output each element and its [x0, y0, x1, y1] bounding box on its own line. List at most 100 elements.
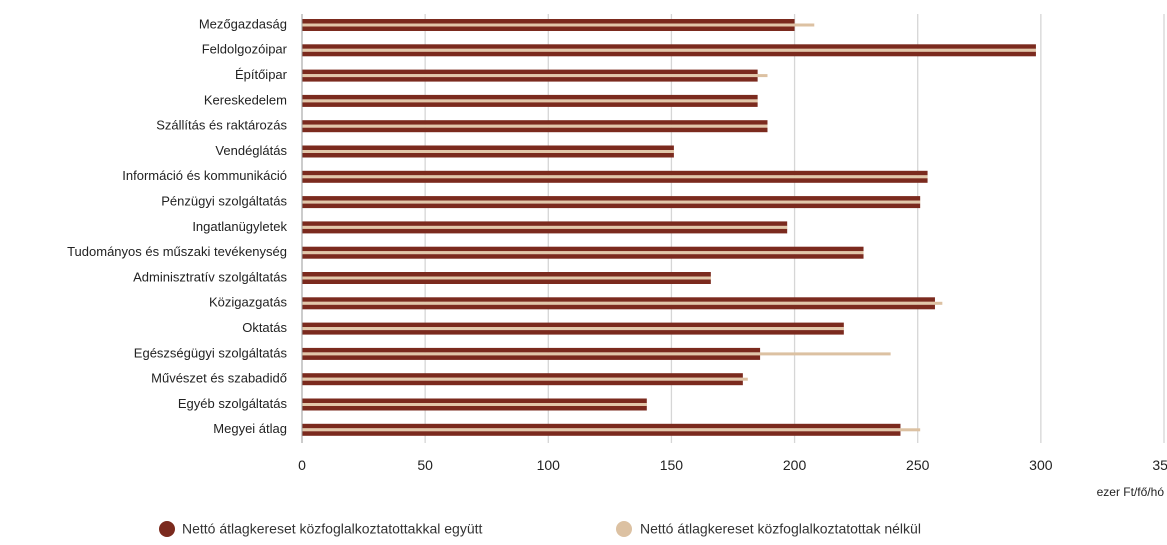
- x-tick-label: 0: [298, 457, 306, 473]
- x-tick-label: 100: [537, 457, 561, 473]
- bar-with-public-workers-bottom-part: [302, 380, 743, 386]
- legend: Nettó átlagkereset közfoglalkoztatottakk…: [159, 521, 921, 537]
- bar-with-public-workers[interactable]: [302, 322, 844, 335]
- x-tick-label: 350: [1152, 457, 1167, 473]
- category-label: Feldolgozóipar: [202, 42, 288, 57]
- bar-with-public-workers-top-part: [302, 221, 788, 226]
- bar-with-public-workers-top-part: [302, 272, 711, 277]
- category-label: Egészségügyi szolgáltatás: [134, 345, 288, 360]
- legend-item-series-1[interactable]: Nettó átlagkereset közfoglalkoztatottakk…: [159, 521, 483, 537]
- bar-with-public-workers[interactable]: [302, 373, 743, 386]
- bar-with-public-workers-top-part: [302, 94, 758, 100]
- bar-with-public-workers[interactable]: [302, 272, 711, 284]
- x-tick-label: 200: [783, 457, 807, 473]
- bar-with-public-workers-center-stripe: [302, 200, 921, 204]
- bar-with-public-workers-bottom-part: [302, 330, 844, 335]
- x-tick-labels: 0 50 100 150 200 250 300 350: [298, 457, 1167, 473]
- bar-with-public-workers[interactable]: [302, 19, 795, 31]
- x-axis-unit-label: ezer Ft/fő/hó: [1097, 485, 1165, 499]
- legend-label-series-2: Nettó átlagkereset közfoglalkoztatottak …: [640, 521, 921, 537]
- x-tick-label: 300: [1029, 457, 1053, 473]
- bar-with-public-workers-center-stripe: [302, 276, 711, 280]
- bar-with-public-workers-center-stripe: [302, 428, 901, 432]
- category-label: Mezőgazdaság: [199, 16, 287, 31]
- bar-with-public-workers-bottom-part: [302, 77, 758, 82]
- bar-with-public-workers[interactable]: [302, 170, 928, 183]
- bar-with-public-workers-bottom-part: [302, 355, 761, 360]
- category-label: Művészet és szabadidő: [151, 371, 287, 386]
- bar-with-public-workers-center-stripe: [302, 74, 758, 78]
- category-label: Információ és kommunikáció: [122, 168, 287, 183]
- bar-with-public-workers[interactable]: [302, 69, 758, 82]
- x-tick-label: 250: [906, 457, 930, 473]
- bar-with-public-workers[interactable]: [302, 398, 647, 411]
- category-label: Adminisztratív szolgáltatás: [133, 269, 287, 284]
- bar-with-public-workers-bottom-part: [302, 26, 795, 31]
- bar-with-public-workers-top-part: [302, 170, 928, 176]
- bar-with-public-workers[interactable]: [302, 423, 901, 436]
- legend-item-series-2[interactable]: Nettó átlagkereset közfoglalkoztatottak …: [616, 521, 921, 537]
- bar-with-public-workers-bottom-part: [302, 127, 768, 133]
- bar-with-public-workers-bottom-part: [302, 203, 921, 209]
- bar-with-public-workers[interactable]: [302, 221, 788, 234]
- x-tick-label: 50: [417, 457, 433, 473]
- bar-with-public-workers-bottom-part: [302, 304, 935, 310]
- bar-with-public-workers-bottom-part: [302, 228, 788, 234]
- bar-with-public-workers-center-stripe: [302, 403, 647, 406]
- bar-with-public-workers-top-part: [302, 398, 647, 403]
- bar-with-public-workers[interactable]: [302, 44, 1036, 57]
- bar-with-public-workers-top-part: [302, 423, 901, 429]
- bar-with-public-workers-center-stripe: [302, 225, 788, 229]
- bar-with-public-workers[interactable]: [302, 246, 864, 259]
- bar-with-public-workers-bottom-part: [302, 406, 647, 411]
- bar-with-public-workers-top-part: [302, 246, 864, 252]
- bar-with-public-workers-top-part: [302, 196, 921, 201]
- bar-with-public-workers-bottom-part: [302, 254, 864, 259]
- bar-with-public-workers-center-stripe: [302, 124, 768, 128]
- bar-with-public-workers-top-part: [302, 297, 935, 302]
- legend-marker-series-1: [159, 521, 175, 537]
- bar-with-public-workers-bottom-part: [302, 431, 901, 436]
- bar-with-public-workers-center-stripe: [302, 99, 758, 103]
- bar-with-public-workers-top-part: [302, 19, 795, 24]
- bar-with-public-workers-top-part: [302, 347, 761, 353]
- bar-with-public-workers-top-part: [302, 69, 758, 75]
- bar-with-public-workers[interactable]: [302, 94, 758, 107]
- bar-with-public-workers-center-stripe: [302, 377, 743, 381]
- category-label: Kereskedelem: [204, 92, 287, 107]
- category-label: Vendéglátás: [215, 143, 287, 158]
- category-label: Pénzügyi szolgáltatás: [161, 194, 287, 209]
- bar-with-public-workers-center-stripe: [302, 327, 844, 331]
- bar-with-public-workers-bottom-part: [302, 153, 674, 158]
- bar-with-public-workers-center-stripe: [302, 251, 864, 255]
- bar-with-public-workers-top-part: [302, 145, 674, 150]
- category-label: Közigazgatás: [209, 295, 288, 310]
- bar-with-public-workers-bottom-part: [302, 51, 1036, 57]
- category-label: Ingatlanügyletek: [192, 219, 287, 234]
- bar-with-public-workers-center-stripe: [302, 150, 674, 153]
- bar-with-public-workers-top-part: [302, 373, 743, 378]
- bar-with-public-workers-top-part: [302, 322, 844, 328]
- bars-layer: [302, 19, 1036, 436]
- category-label: Oktatás: [242, 320, 287, 335]
- bar-with-public-workers[interactable]: [302, 297, 935, 310]
- category-label: Szállítás és raktározás: [156, 118, 287, 133]
- bar-with-public-workers[interactable]: [302, 145, 674, 158]
- legend-label-series-1: Nettó átlagkereset közfoglalkoztatottakk…: [182, 521, 483, 537]
- bar-with-public-workers-center-stripe: [302, 352, 761, 356]
- bar-with-public-workers[interactable]: [302, 347, 761, 360]
- bar-with-public-workers-top-part: [302, 44, 1036, 49]
- bar-with-public-workers-bottom-part: [302, 178, 928, 183]
- bar-with-public-workers-center-stripe: [302, 23, 795, 27]
- bar-with-public-workers-center-stripe: [302, 48, 1036, 52]
- category-label: Tudományos és műszaki tevékenység: [67, 244, 287, 259]
- bar-with-public-workers[interactable]: [302, 120, 768, 133]
- category-labels: Mezőgazdaság Feldolgozóipar Építőipar Keres…: [67, 16, 288, 436]
- bar-with-public-workers-center-stripe: [302, 175, 928, 179]
- bar-with-public-workers[interactable]: [302, 196, 921, 209]
- category-label: Egyéb szolgáltatás: [178, 396, 288, 411]
- bar-with-public-workers-bottom-part: [302, 279, 711, 284]
- category-label: Megyei átlag: [213, 421, 287, 436]
